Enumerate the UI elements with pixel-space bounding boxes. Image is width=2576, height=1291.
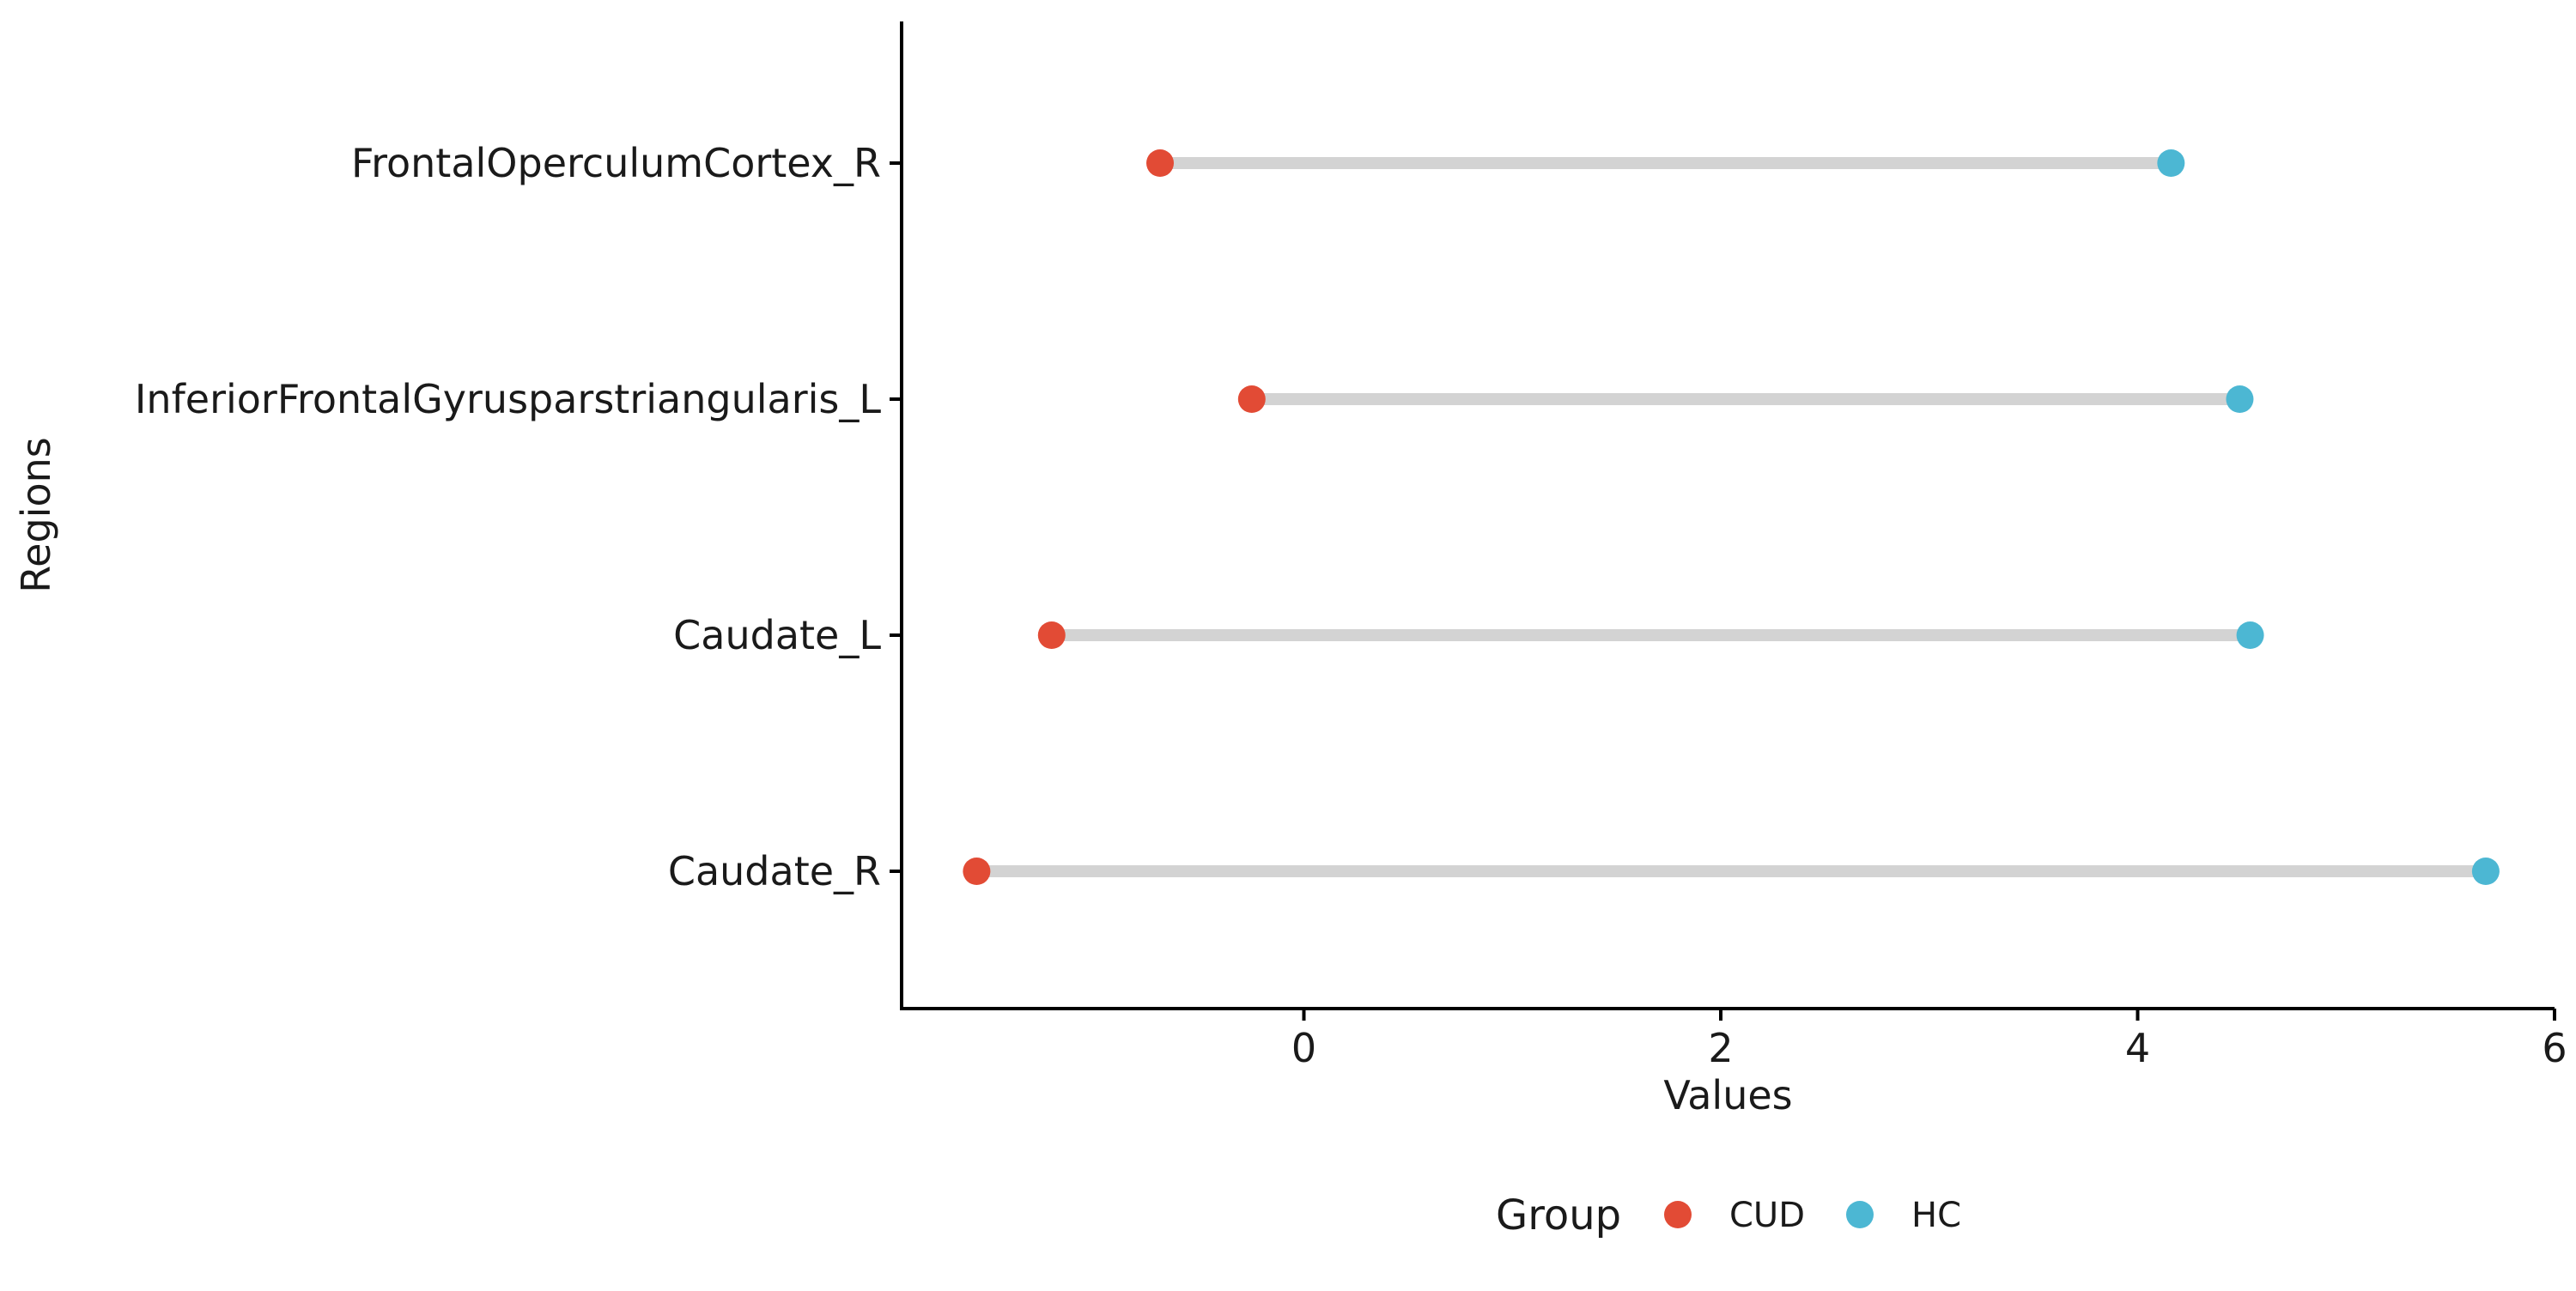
point-hc-2 — [2226, 385, 2254, 413]
x-tick-label: 4 — [2125, 1025, 2150, 1071]
legend-title: Group — [1496, 1191, 1621, 1239]
legend-label-hc: HC — [1911, 1196, 1961, 1235]
y-axis-title: Regions — [13, 437, 59, 592]
point-hc-4 — [2471, 858, 2500, 885]
y-ticks-layer: FrontalOperculumCortex_R InferiorFrontalG… — [135, 140, 902, 894]
point-cud-3 — [1037, 621, 1066, 649]
y-tick-label: Caudate_R — [668, 848, 881, 894]
legend: Group CUD HC — [1496, 1191, 1961, 1239]
points-layer — [963, 149, 2500, 885]
y-tick-label: Caudate_L — [673, 612, 881, 658]
y-tick-label: InferiorFrontalGyrusparstriangularis_L — [135, 376, 881, 422]
x-axis-title: Values — [1663, 1072, 1792, 1118]
segments-layer — [976, 157, 2486, 877]
y-tick-label: FrontalOperculumCortex_R — [351, 140, 881, 186]
point-hc-3 — [2236, 621, 2264, 649]
point-cud-2 — [1237, 385, 1266, 413]
legend-marker-hc — [1846, 1201, 1874, 1228]
x-tick-label: 0 — [1291, 1025, 1316, 1071]
point-hc-1 — [2157, 149, 2185, 177]
x-tick-label: 6 — [2542, 1025, 2567, 1071]
point-cud-4 — [963, 858, 991, 885]
x-tick-label: 2 — [1708, 1025, 1733, 1071]
x-ticks-layer: 0 2 4 6 — [1291, 1009, 2567, 1071]
axes-layer — [900, 21, 2555, 1010]
point-cud-1 — [1146, 149, 1175, 177]
legend-marker-cud — [1664, 1201, 1692, 1228]
legend-label-cud: CUD — [1729, 1196, 1805, 1235]
